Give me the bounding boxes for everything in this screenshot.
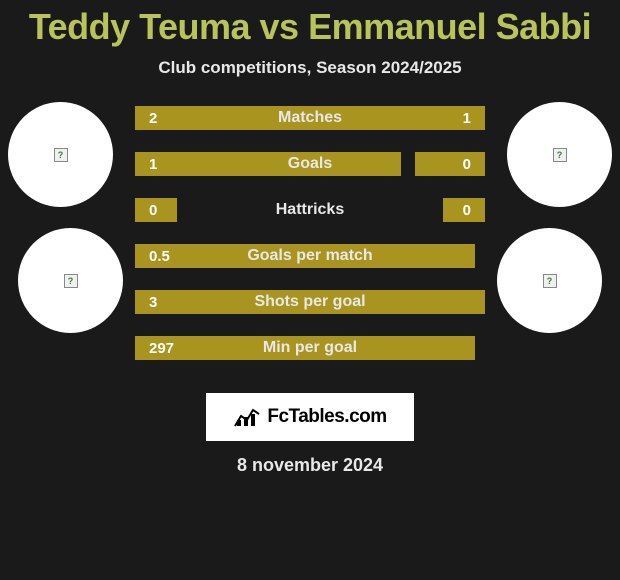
image-placeholder-icon <box>543 274 557 288</box>
stat-bar-right: 0 <box>443 198 485 222</box>
stat-row: 12Matches <box>135 106 485 130</box>
stat-bar-left: 0 <box>135 198 177 222</box>
stat-row: 01Goals <box>135 152 485 176</box>
logo-box: FcTables.com <box>206 393 414 441</box>
stat-label: Hattricks <box>135 198 485 222</box>
image-placeholder-icon <box>553 148 567 162</box>
stat-bar-right: 0 <box>415 152 485 176</box>
logo-chart-icon <box>233 406 261 428</box>
player1-avatar-top <box>8 102 113 207</box>
stat-row: 297Min per goal <box>135 336 485 360</box>
image-placeholder-icon <box>64 274 78 288</box>
image-placeholder-icon <box>54 148 68 162</box>
player2-avatar-bottom <box>497 228 602 333</box>
stat-bar-left: 3 <box>135 290 485 314</box>
stat-bars: 12Matches01Goals00Hattricks0.5Goals per … <box>135 106 485 382</box>
stat-bar-left: 2 <box>135 106 368 130</box>
comparison-area: 12Matches01Goals00Hattricks0.5Goals per … <box>0 106 620 386</box>
stat-bar-left: 297 <box>135 336 475 360</box>
player1-avatar-bottom <box>18 228 123 333</box>
date-label: 8 november 2024 <box>0 455 620 476</box>
stat-bar-left: 0.5 <box>135 244 475 268</box>
stat-bar-left: 1 <box>135 152 401 176</box>
stat-row: 0 0Hattricks <box>135 198 485 222</box>
player2-avatar-top <box>507 102 612 207</box>
logo-text: FcTables.com <box>267 406 386 428</box>
page-title: Teddy Teuma vs Emmanuel Sabbi <box>0 0 620 48</box>
stat-row: 0.5Goals per match <box>135 244 485 268</box>
stat-row: 3Shots per goal <box>135 290 485 314</box>
stat-bar-right: 1 <box>368 106 485 130</box>
subtitle: Club competitions, Season 2024/2025 <box>0 58 620 78</box>
